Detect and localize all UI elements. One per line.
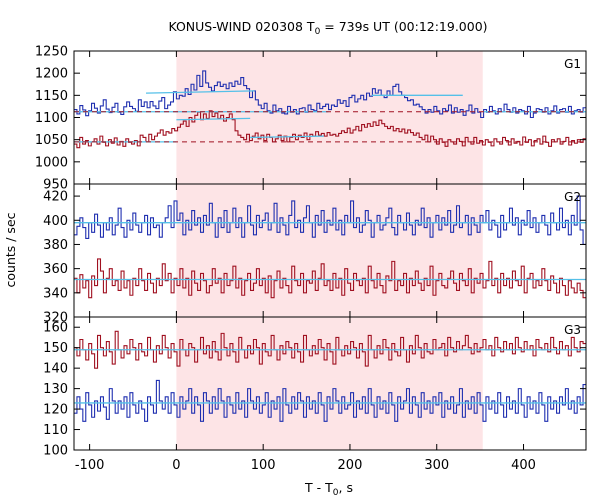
panel-g3-label: G3 — [564, 323, 581, 337]
panel-g2-ytick-label: 340 — [43, 286, 68, 301]
panel-g3-ytick-label: 150 — [43, 341, 68, 356]
x-tick-label: 0 — [172, 458, 180, 473]
x-tick-label: 400 — [511, 458, 536, 473]
x-tick-label: 200 — [338, 458, 363, 473]
panel-g1-fit-line — [146, 90, 255, 94]
panel-g2-ytick-label: 360 — [43, 262, 68, 277]
panel-g3-ytick-label: 140 — [43, 362, 68, 377]
panel-g3-ytick-label: 110 — [43, 423, 68, 438]
panel-g1-ytick-label: 1150 — [35, 89, 68, 104]
panel-g3-frame — [73, 316, 587, 451]
panel-g2-ytick-label: 320 — [43, 311, 68, 326]
panel-g2-ytick-label: 400 — [43, 214, 68, 229]
x-tick-label: 300 — [424, 458, 449, 473]
panel-g3-ytick-label: 130 — [43, 382, 68, 397]
x-tick-label: -100 — [75, 458, 105, 473]
panel-g2-ytick-label: 380 — [43, 238, 68, 253]
panel-g1-series-red — [74, 110, 586, 149]
chart-title: KONUS-WIND 020308 T0 = 739s UT (00:12:19… — [168, 19, 487, 37]
panel-g3-ytick-label: 100 — [43, 444, 68, 459]
panel-g1-ytick-label: 1050 — [35, 133, 68, 148]
panel-g1-ytick-label: 950 — [43, 178, 68, 193]
panel-g2-label: G2 — [564, 190, 581, 204]
x-tick-label: 100 — [251, 458, 276, 473]
panel-g1-ytick-label: 1200 — [35, 67, 68, 82]
panel-g1-label: G1 — [564, 57, 581, 71]
panel-g1-ytick-label: 1250 — [35, 45, 68, 60]
panel-g1-fit-line — [176, 117, 251, 121]
panel-g1-ytick-label: 1000 — [35, 155, 68, 170]
panel-g2-ytick-label: 420 — [43, 190, 68, 205]
panel-g1-ytick-label: 1100 — [35, 111, 68, 126]
panel-g3-ytick-label: 160 — [43, 321, 68, 336]
x-axis-label: T - T0, s — [304, 480, 353, 498]
panel-g2-series-red — [74, 258, 586, 299]
panel-g1-series-blue — [74, 70, 586, 119]
panel-g1-fit-line — [250, 135, 324, 139]
panel-g3-ytick-label: 120 — [43, 403, 68, 418]
y-axis-label: counts / sec — [3, 212, 18, 287]
panel-g3-series-red — [74, 330, 586, 369]
